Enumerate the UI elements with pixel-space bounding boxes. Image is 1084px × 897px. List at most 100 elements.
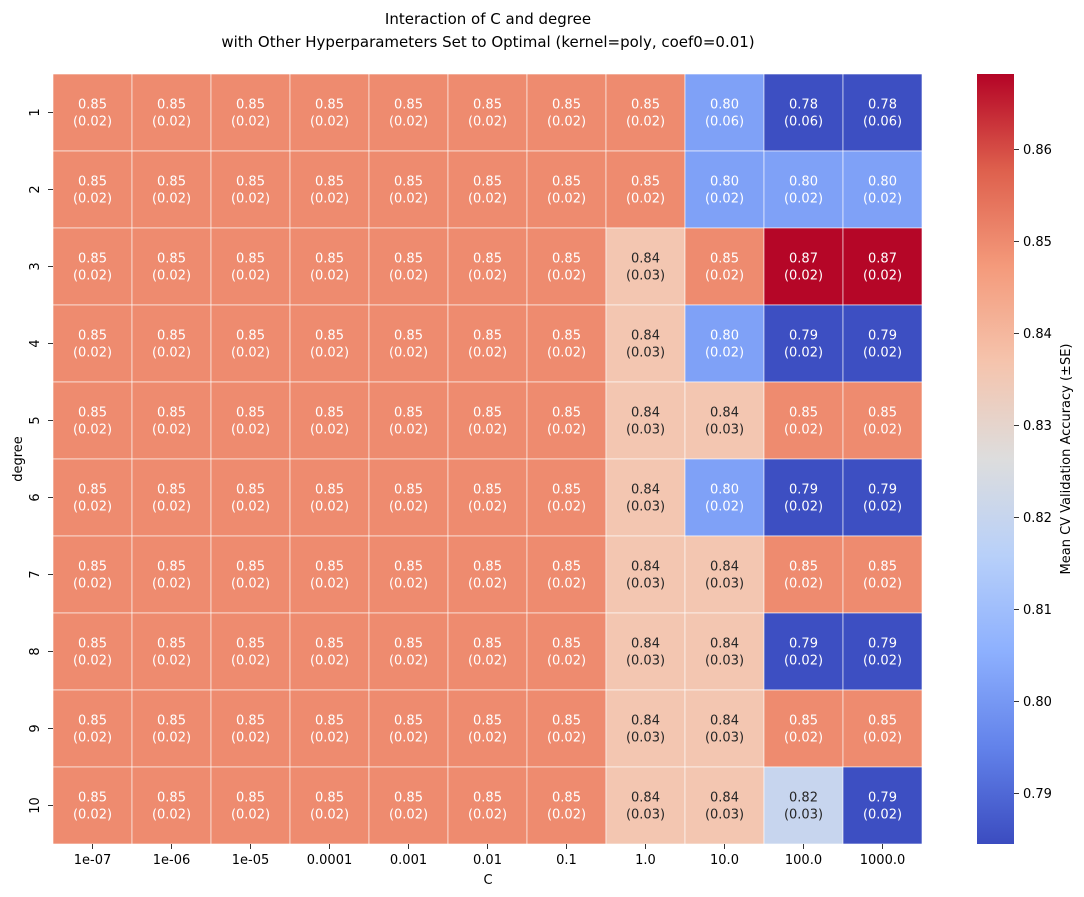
heatmap-cell <box>368 150 449 229</box>
cell-se-label: (0.02) <box>231 346 270 361</box>
heatmap-cell <box>842 150 923 229</box>
cell-se-label: (0.02) <box>468 731 507 746</box>
colorbar-label: Mean CV Validation Accuracy (±SE) <box>1059 344 1074 575</box>
cell-se-label: (0.02) <box>389 192 428 207</box>
cell-value-label: 0.85 <box>394 98 423 113</box>
heatmap-cell <box>368 381 449 460</box>
cell-se-label: (0.03) <box>705 731 744 746</box>
y-axis-label: degree <box>11 436 26 482</box>
y-tick-label: 10 <box>28 797 43 814</box>
cell-se-label: (0.02) <box>73 346 112 361</box>
cell-value-label: 0.85 <box>157 329 186 344</box>
cell-se-label: (0.03) <box>705 577 744 592</box>
cell-se-label: (0.02) <box>73 269 112 284</box>
heatmap-cell <box>52 612 133 691</box>
heatmap-cell <box>447 227 528 306</box>
y-tick-label: 8 <box>28 647 43 655</box>
cell-se-label: (0.02) <box>231 808 270 823</box>
heatmap-cell <box>52 458 133 537</box>
cell-value-label: 0.79 <box>868 329 897 344</box>
cell-value-label: 0.85 <box>394 483 423 498</box>
cell-se-label: (0.02) <box>547 500 586 515</box>
heatmap-cell <box>526 535 607 614</box>
heatmap-cell <box>605 689 686 768</box>
cell-se-label: (0.02) <box>73 500 112 515</box>
colorbar-tick-label: 0.80 <box>1023 695 1052 710</box>
cell-value-label: 0.85 <box>552 252 581 267</box>
cell-value-label: 0.85 <box>236 98 265 113</box>
cell-se-label: (0.02) <box>547 192 586 207</box>
cell-value-label: 0.80 <box>710 175 739 190</box>
cell-value-label: 0.84 <box>710 406 739 421</box>
cell-se-label: (0.02) <box>705 192 744 207</box>
cell-se-label: (0.02) <box>389 654 428 669</box>
heatmap-cell <box>842 535 923 614</box>
heatmap-cell <box>52 689 133 768</box>
cell-se-label: (0.02) <box>784 500 823 515</box>
cell-se-label: (0.02) <box>73 808 112 823</box>
cell-se-label: (0.02) <box>73 115 112 130</box>
x-tick-label: 0.0001 <box>307 853 353 868</box>
cell-se-label: (0.02) <box>389 269 428 284</box>
cell-value-label: 0.85 <box>315 329 344 344</box>
cell-value-label: 0.85 <box>315 406 344 421</box>
cell-se-label: (0.02) <box>231 115 270 130</box>
cell-se-label: (0.02) <box>310 577 349 592</box>
cell-value-label: 0.84 <box>631 637 660 652</box>
heatmap-cell <box>368 227 449 306</box>
heatmap-cell <box>763 458 844 537</box>
cell-value-label: 0.85 <box>157 252 186 267</box>
heatmap-cell <box>52 73 133 152</box>
x-tick-label: 100.0 <box>785 853 822 868</box>
cell-se-label: (0.02) <box>468 115 507 130</box>
heatmap-cell <box>763 535 844 614</box>
cell-se-label: (0.02) <box>310 808 349 823</box>
cell-se-label: (0.03) <box>784 808 823 823</box>
cell-value-label: 0.84 <box>631 252 660 267</box>
cell-se-label: (0.02) <box>784 423 823 438</box>
x-axis-label: C <box>483 873 492 888</box>
cell-value-label: 0.85 <box>552 637 581 652</box>
cell-value-label: 0.85 <box>394 329 423 344</box>
heatmap-cell <box>289 227 370 306</box>
cell-se-label: (0.02) <box>389 577 428 592</box>
cell-se-label: (0.02) <box>547 654 586 669</box>
cell-value-label: 0.78 <box>789 98 818 113</box>
cell-se-label: (0.03) <box>626 808 665 823</box>
heatmap-cell <box>684 73 765 152</box>
cell-value-label: 0.85 <box>394 175 423 190</box>
heatmap-cell <box>289 689 370 768</box>
cell-se-label: (0.02) <box>863 654 902 669</box>
cell-value-label: 0.85 <box>78 714 107 729</box>
heatmap-cell <box>289 150 370 229</box>
cell-se-label: (0.02) <box>152 269 191 284</box>
x-tick-label: 1.0 <box>635 853 656 868</box>
cell-value-label: 0.85 <box>552 98 581 113</box>
cell-se-label: (0.03) <box>705 654 744 669</box>
cell-value-label: 0.85 <box>473 175 502 190</box>
x-tick-label: 0.1 <box>556 853 577 868</box>
cell-se-label: (0.06) <box>784 115 823 130</box>
cell-value-label: 0.85 <box>78 637 107 652</box>
cell-value-label: 0.85 <box>473 483 502 498</box>
x-tick-label: 1e-07 <box>74 853 112 868</box>
cell-value-label: 0.84 <box>631 329 660 344</box>
heatmap-cell <box>210 381 291 460</box>
cell-value-label: 0.85 <box>236 406 265 421</box>
heatmap-cell <box>52 227 133 306</box>
cell-value-label: 0.85 <box>473 329 502 344</box>
heatmap-cell <box>763 766 844 845</box>
heatmap-cell <box>842 381 923 460</box>
cell-se-label: (0.02) <box>231 654 270 669</box>
heatmap-cell <box>763 73 844 152</box>
heatmap-cell <box>842 766 923 845</box>
heatmap-cell <box>684 381 765 460</box>
cell-value-label: 0.84 <box>710 560 739 575</box>
cell-se-label: (0.02) <box>152 115 191 130</box>
cell-value-label: 0.85 <box>236 714 265 729</box>
cell-value-label: 0.85 <box>157 637 186 652</box>
colorbar: 0.79 0.80 0.81 0.82 0.83 0.84 0.85 0.86 <box>977 74 1052 844</box>
cell-value-label: 0.85 <box>552 560 581 575</box>
cell-value-label: 0.85 <box>394 406 423 421</box>
cell-value-label: 0.85 <box>789 406 818 421</box>
